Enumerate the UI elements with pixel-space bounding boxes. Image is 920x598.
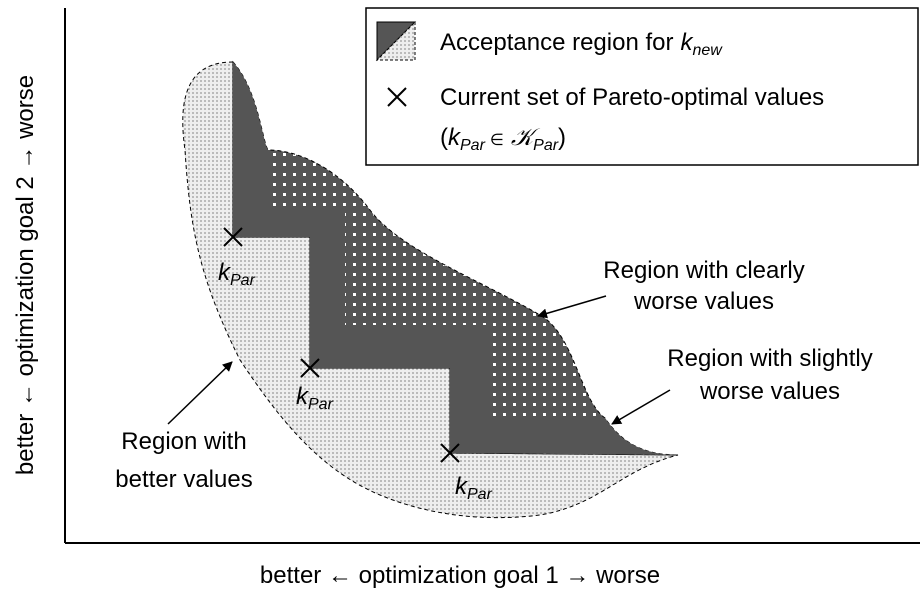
annotation: worse values <box>699 378 840 405</box>
annotation: Region with clearly <box>603 257 804 284</box>
annotation: Region with slightly <box>667 345 872 372</box>
legend-label: Acceptance region for knew <box>440 29 723 59</box>
arrow <box>537 295 607 319</box>
arrow <box>611 389 671 425</box>
point-label: kPar <box>296 383 334 413</box>
pareto-markers <box>223 227 460 463</box>
arrow <box>167 361 233 425</box>
legend: Acceptance region for knew Current set of… <box>365 7 919 166</box>
annotation: better values <box>115 466 252 493</box>
point-label: kPar <box>218 259 256 289</box>
y-axis-label: better ← optimization goal 2 → worse <box>12 75 39 475</box>
annotation: Region with <box>121 428 246 455</box>
legend-label: (kPar ∈ 𝒦Par) <box>440 123 566 154</box>
point-label: kPar <box>455 473 493 503</box>
better-region <box>182 61 679 519</box>
x-axis-label: better ← optimization goal 1 → worse <box>260 562 660 589</box>
annotation: worse values <box>633 288 774 315</box>
legend-label: Current set of Pareto-optimal values <box>440 84 824 111</box>
slightly-worse-region <box>233 62 678 455</box>
